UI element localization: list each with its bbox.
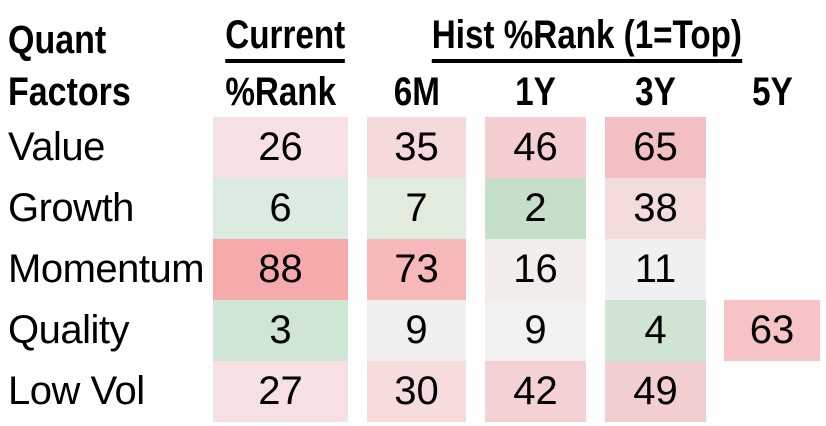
cell-lowvol-6m: 30	[367, 361, 466, 422]
cell-growth-current: 6	[213, 178, 348, 239]
cell-lowvol-3y: 49	[605, 361, 706, 422]
current-group-label: Current	[225, 11, 346, 63]
cell-quality-6m: 9	[367, 300, 466, 361]
hist-group-header: Hist %Rank (1=Top)	[367, 9, 807, 63]
table-title-line2: Factors	[8, 70, 131, 114]
cell-growth-6m: 7	[367, 178, 466, 239]
cell-momentum-3y: 11	[605, 239, 706, 300]
cell-momentum-1y: 16	[485, 239, 586, 300]
cell-value-6m: 35	[367, 117, 466, 178]
row-label-value: Value	[8, 125, 105, 169]
cell-value-1y: 46	[485, 117, 586, 178]
cell-momentum-current: 88	[213, 239, 348, 300]
row-label-quality: Quality	[8, 308, 130, 352]
cell-growth-3y: 38	[605, 178, 706, 239]
cell-quality-5y: 63	[724, 300, 820, 361]
cell-quality-3y: 4	[605, 300, 706, 361]
row-label-growth: Growth	[8, 186, 134, 230]
column-header-current-rank: %Rank	[225, 70, 336, 114]
row-label-momentum: Momentum	[8, 247, 205, 291]
table-title-line1: Quant	[8, 18, 107, 62]
current-group-header: Current	[213, 9, 348, 63]
column-header-1y: 1Y	[515, 70, 556, 114]
column-header-6m: 6M	[393, 70, 440, 114]
cell-value-3y: 65	[605, 117, 706, 178]
hist-group-label: Hist %Rank (1=Top)	[431, 11, 743, 63]
row-label-lowvol: Low Vol	[8, 369, 145, 413]
cell-lowvol-1y: 42	[485, 361, 586, 422]
cell-quality-1y: 9	[485, 300, 586, 361]
table-title: Quant Factors	[8, 14, 131, 118]
cell-value-current: 26	[213, 117, 348, 178]
cell-momentum-6m: 73	[367, 239, 466, 300]
column-header-3y: 3Y	[635, 70, 676, 114]
cell-lowvol-current: 27	[213, 361, 348, 422]
column-header-5y: 5Y	[751, 70, 793, 114]
cell-growth-1y: 2	[485, 178, 586, 239]
cell-quality-current: 3	[213, 300, 348, 361]
